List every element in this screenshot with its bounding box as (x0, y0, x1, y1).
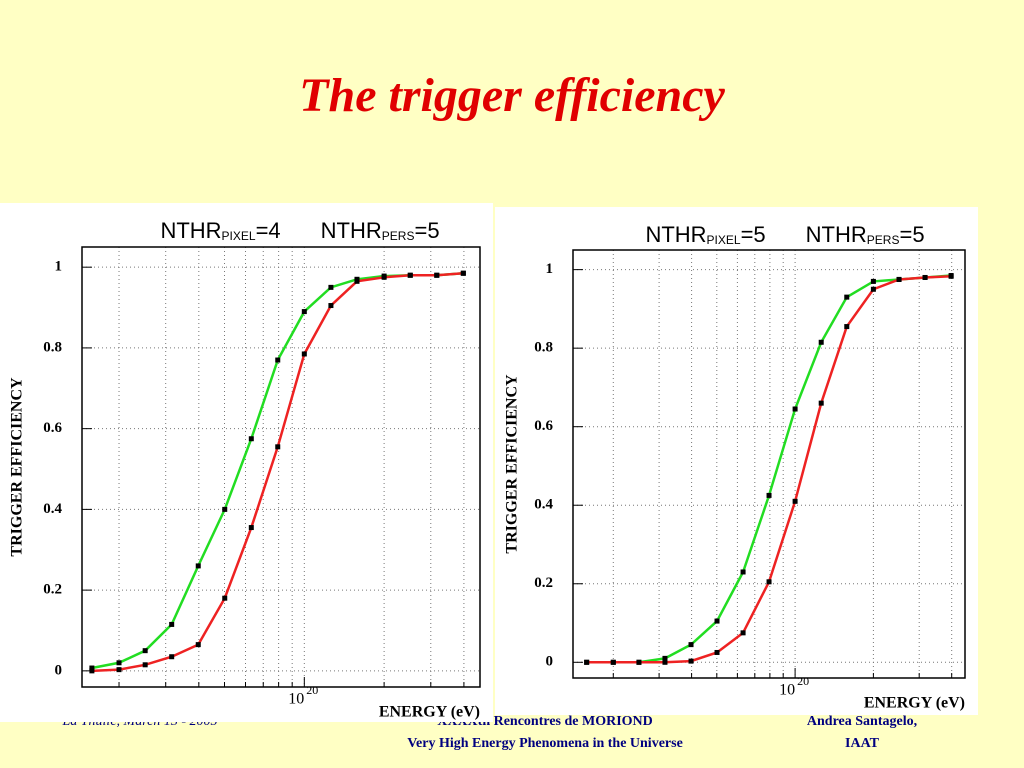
marker (222, 595, 228, 601)
title-part: PIXEL (222, 229, 256, 243)
title-part: =5 (414, 218, 439, 243)
chart-title: NTHRPIXEL=5 NTHRPERS=5 (645, 222, 924, 247)
title-part: PIXEL (707, 233, 741, 247)
marker (248, 525, 254, 531)
x-axis-label: ENERGY (eV) (379, 704, 480, 721)
marker (434, 272, 440, 278)
footer-right: IAAT (845, 736, 880, 751)
marker (195, 642, 201, 648)
title-part: =5 (899, 222, 924, 247)
marker (195, 563, 201, 569)
marker (275, 357, 281, 363)
footer-right: Andrea Santagelo, (807, 714, 917, 729)
y-tick-label: 0.6 (43, 420, 62, 436)
footer-center: Very High Energy Phenomena in the Univer… (407, 736, 683, 751)
title-part: =4 (256, 218, 281, 243)
marker (460, 270, 466, 276)
marker (169, 621, 175, 627)
marker (714, 649, 720, 655)
marker (922, 274, 928, 280)
marker (301, 351, 307, 357)
marker (740, 630, 746, 636)
marker (381, 274, 387, 280)
y-tick-label: 0.2 (43, 582, 62, 598)
marker (688, 642, 694, 648)
marker (407, 272, 413, 278)
marker (142, 662, 148, 668)
title-part: PERS (382, 229, 415, 243)
title-part: NTHR (160, 218, 221, 243)
marker (870, 286, 876, 292)
title-part: =5 (741, 222, 766, 247)
plot-frame (572, 249, 966, 679)
marker (844, 324, 850, 330)
marker (688, 658, 694, 664)
marker (662, 655, 668, 661)
marker (89, 668, 95, 674)
marker (948, 273, 954, 279)
marker (354, 278, 360, 284)
slide-title: The trigger efficiency (299, 69, 725, 122)
marker (818, 400, 824, 406)
y-tick-label: 1 (55, 259, 63, 275)
y-tick-label: 0.4 (43, 501, 62, 517)
chart-panel (0, 203, 493, 722)
marker (766, 579, 772, 585)
y-tick-label: 1 (546, 261, 554, 277)
marker (275, 444, 281, 450)
marker (844, 294, 850, 300)
y-axis-label: TRIGGER EFFICIENCY (504, 374, 521, 554)
marker (116, 660, 122, 666)
title-part: PERS (867, 233, 900, 247)
marker (714, 618, 720, 624)
marker (896, 276, 902, 282)
marker (662, 659, 668, 665)
marker (169, 654, 175, 660)
marker (818, 339, 824, 345)
title-part: NTHR (321, 218, 382, 243)
y-tick-label: 0.8 (43, 339, 62, 355)
title-part: NTHR (806, 222, 867, 247)
marker (89, 665, 95, 671)
marker (301, 309, 307, 315)
marker (142, 648, 148, 654)
x-tick-label: 10 (779, 682, 795, 699)
marker (792, 498, 798, 504)
y-tick-label: 0 (546, 654, 554, 670)
chart-title: NTHRPIXEL=4 NTHRPERS=5 (160, 218, 439, 243)
marker (610, 659, 616, 665)
x-tick-label-exponent: 20 (797, 674, 809, 688)
marker (248, 436, 254, 442)
y-tick-label: 0.8 (534, 340, 553, 356)
y-tick-label: 0.4 (534, 497, 553, 513)
marker (116, 667, 122, 673)
marker (792, 406, 798, 412)
marker (584, 659, 590, 665)
y-axis-label: TRIGGER EFFICIENCY (9, 377, 26, 557)
y-tick-label: 0.2 (534, 575, 553, 591)
x-tick-label-exponent: 20 (306, 683, 318, 697)
marker (740, 569, 746, 575)
y-tick-label: 0.6 (534, 418, 553, 434)
x-axis-label: ENERGY (eV) (864, 695, 965, 712)
plot-frame (81, 246, 481, 688)
marker (636, 659, 642, 665)
marker (222, 506, 228, 512)
chart-panel (495, 207, 978, 715)
marker (328, 303, 334, 309)
x-tick-label: 10 (288, 691, 304, 708)
title-part: NTHR (645, 222, 706, 247)
marker (766, 492, 772, 498)
y-tick-label: 0 (55, 662, 63, 678)
marker (870, 278, 876, 284)
marker (328, 284, 334, 290)
